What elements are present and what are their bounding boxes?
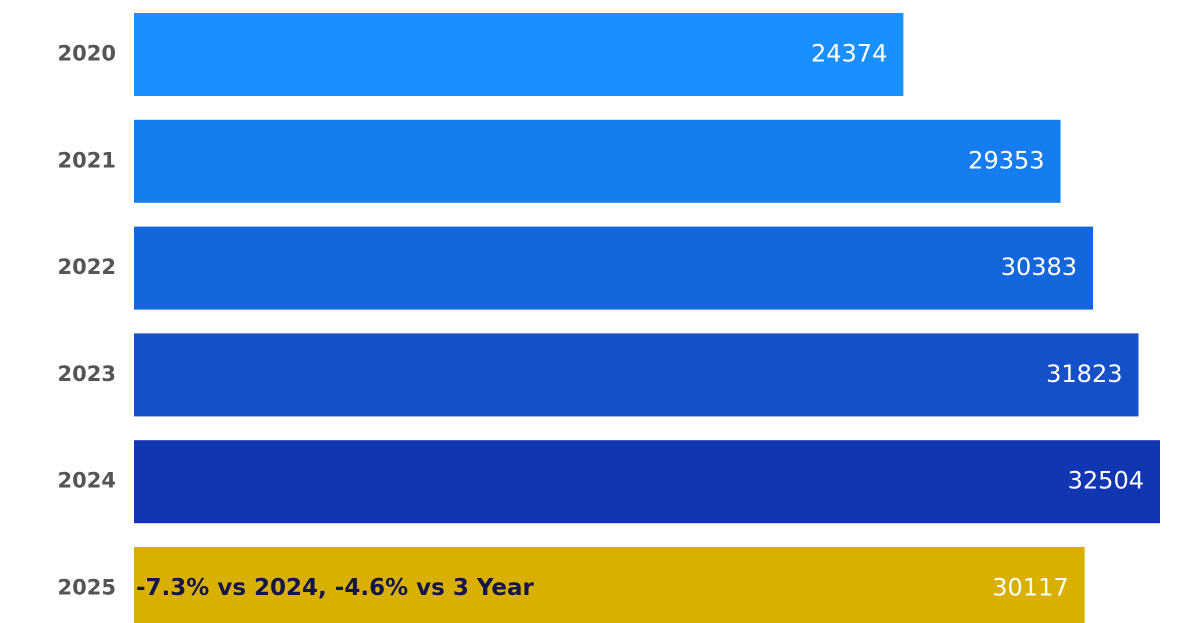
category-label: 2020: [58, 42, 116, 66]
bar: [134, 547, 1085, 623]
bar: [134, 119, 1061, 203]
bar: [134, 440, 1160, 524]
bar: [134, 226, 1094, 310]
annotation: -7.3% vs 2024, -4.6% vs 3 Year: [136, 575, 534, 601]
value-label: 24374: [811, 40, 887, 68]
value-label: 30117: [992, 574, 1068, 602]
category-label: 2022: [58, 255, 116, 279]
value-label: 30383: [1001, 253, 1077, 281]
category-label: 2021: [58, 148, 116, 172]
value-label: 29353: [968, 146, 1044, 174]
category-label: 2025: [58, 576, 116, 600]
category-label: 2023: [58, 362, 116, 386]
value-label: 32504: [1068, 467, 1144, 495]
bar: [134, 333, 1139, 417]
category-label: 2024: [58, 469, 116, 493]
value-label: 31823: [1046, 360, 1122, 388]
bar: [134, 13, 904, 96]
